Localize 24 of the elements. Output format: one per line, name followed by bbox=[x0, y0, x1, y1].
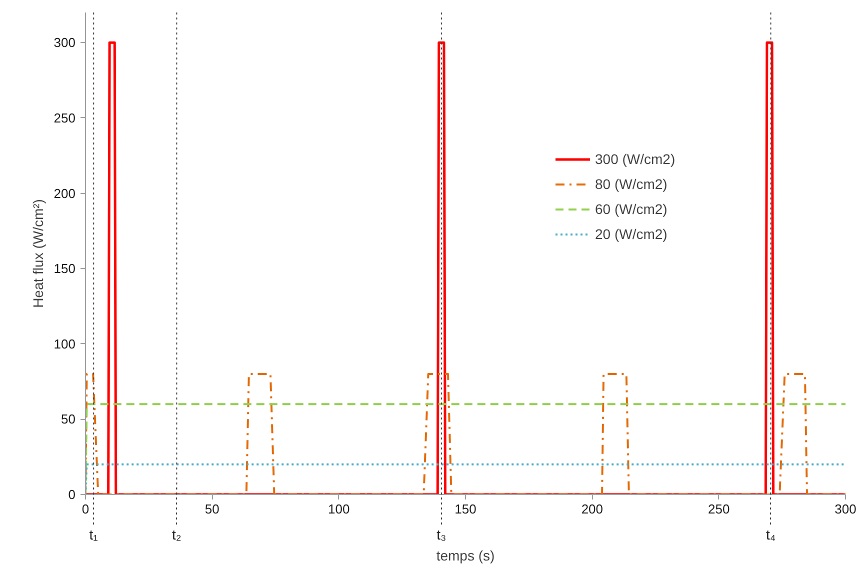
y-tick-label: 100 bbox=[54, 336, 76, 352]
y-tick-label: 150 bbox=[54, 261, 76, 276]
x-tick-label: 150 bbox=[454, 502, 476, 516]
y-tick-label: 50 bbox=[61, 412, 76, 427]
legend-label: 20 (W/cm2) bbox=[595, 226, 668, 242]
legend-label: 60 (W/cm2) bbox=[595, 201, 668, 217]
y-tick-label: 0 bbox=[68, 487, 76, 502]
y-tick-label: 200 bbox=[54, 186, 76, 201]
x-axis-title: temps (s) bbox=[436, 548, 495, 564]
ref-line-label: t₃ bbox=[436, 526, 446, 542]
ref-line-label: t₁ bbox=[89, 526, 98, 542]
y-tick-label: 250 bbox=[54, 110, 76, 126]
x-tick-label: 300 bbox=[834, 502, 856, 516]
ref-line-label: t₄ bbox=[766, 526, 776, 542]
y-tick-label: 300 bbox=[54, 35, 76, 50]
x-tick-label: 250 bbox=[708, 502, 730, 516]
legend-label: 300 (W/cm2) bbox=[595, 151, 676, 167]
legend-label: 80 (W/cm2) bbox=[595, 176, 668, 192]
ref-line-label: t₂ bbox=[172, 526, 182, 542]
y-axis-title: Heat flux (W/cm²) bbox=[30, 199, 46, 308]
x-tick-label: 50 bbox=[204, 502, 220, 516]
x-tick-label: 0 bbox=[82, 502, 90, 516]
x-tick-label: 200 bbox=[581, 502, 604, 516]
x-tick-label: 100 bbox=[328, 502, 350, 516]
